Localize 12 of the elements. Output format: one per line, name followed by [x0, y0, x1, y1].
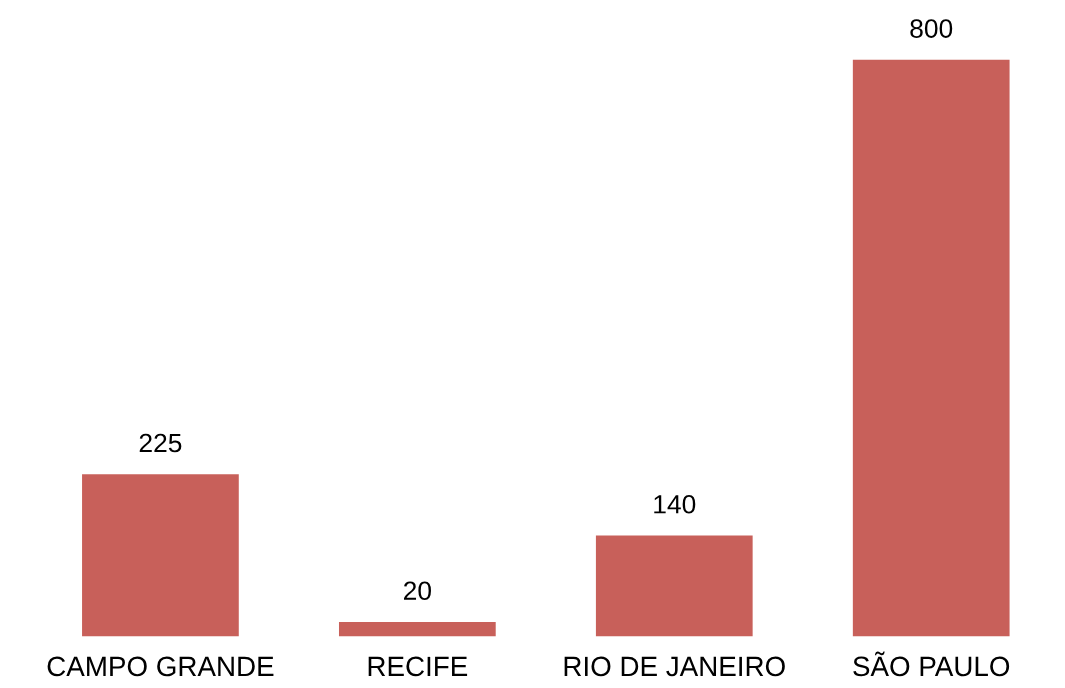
bar — [82, 474, 239, 637]
x-tick-label: RECIFE — [368, 656, 468, 677]
bar — [595, 535, 753, 637]
data-label: 20 — [404, 581, 431, 601]
bar — [338, 621, 496, 637]
data-label: 800 — [910, 19, 953, 38]
x-tick-label: SÃO PAULO — [853, 651, 1010, 677]
data-label: 225 — [139, 433, 182, 453]
bar — [852, 59, 1010, 637]
x-tick-label: CAMPO GRANDE — [47, 656, 274, 677]
data-label: 140 — [654, 494, 696, 514]
x-tick-label: RIO DE JANEIRO — [564, 656, 785, 677]
